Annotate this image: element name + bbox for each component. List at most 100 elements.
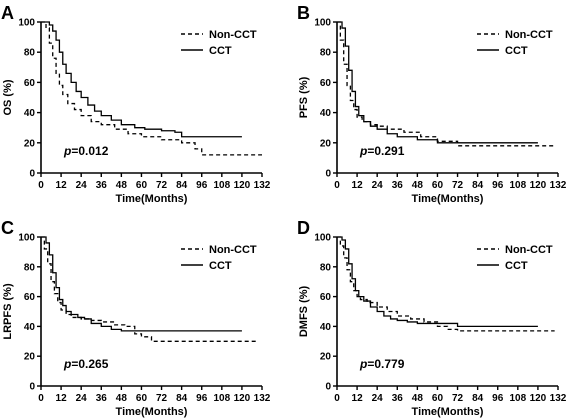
panel-d-y-tick-label: 100 xyxy=(314,233,331,244)
panel-b-series-cct xyxy=(337,21,538,144)
panel-c-y-tick-label: 100 xyxy=(18,233,35,244)
panel-a-x-axis-title: Time(Months) xyxy=(116,193,188,205)
panel-b-y-axis-title: PFS (%) xyxy=(298,76,310,118)
panel-c-legend-label-non-cct: Non-CCT xyxy=(209,244,257,256)
panel-b-x-tick-label: 12 xyxy=(352,180,364,191)
panel-b-legend-label-non-cct: Non-CCT xyxy=(505,29,553,41)
panel-a-series-cct xyxy=(41,21,242,138)
panel-b: B 0 20 40 60 80 100 0 12 24 36 48 60 72 84 96 108 120 132 T… xyxy=(297,3,567,205)
panel-c-letter: C xyxy=(1,218,14,238)
panel-c: C 0 20 40 60 80 100 0 12 24 36 48 60 72 84 96 108 120 132 T… xyxy=(1,218,271,418)
panel-a-y-tick-label: 80 xyxy=(24,48,36,59)
panel-b-x-tick-label: 120 xyxy=(530,180,547,191)
panel-d-y-tick-label: 40 xyxy=(320,322,332,333)
panel-a-series-non-cct xyxy=(41,21,262,156)
panel-b-x-tick-label: 36 xyxy=(392,180,404,191)
panel-b-legend-label-cct: CCT xyxy=(505,45,528,57)
panel-a-y-tick-label: 40 xyxy=(24,108,36,119)
panel-a-x-tick-label: 48 xyxy=(116,180,128,191)
panel-c-y-tick-label: 60 xyxy=(24,292,36,303)
panel-b-x-tick-label: 96 xyxy=(492,180,504,191)
panel-b-y-tick-label: 20 xyxy=(320,138,332,149)
panel-a-y-tick-label: 0 xyxy=(29,169,35,180)
panel-a-x-tick-label: 84 xyxy=(176,180,188,191)
panel-d-x-tick-label: 132 xyxy=(550,393,567,404)
panel-a-x-tick-label: 12 xyxy=(56,180,68,191)
panel-d-x-tick-label: 120 xyxy=(530,393,547,404)
panel-d-legend-label-non-cct: Non-CCT xyxy=(505,244,553,256)
panel-b-x-tick-label: 108 xyxy=(509,180,526,191)
panel-a-legend-label-cct: CCT xyxy=(209,45,232,57)
panel-a-y-tick-label: 20 xyxy=(24,138,36,149)
panel-d-y-tick-label: 20 xyxy=(320,352,332,363)
panel-c-x-tick-label: 24 xyxy=(76,393,88,404)
panel-d-y-axis-title: DMFS (%) xyxy=(298,286,310,338)
panel-b-x-tick-label: 132 xyxy=(550,180,567,191)
panel-d-x-tick-label: 72 xyxy=(452,393,464,404)
panel-b-x-tick-label: 72 xyxy=(452,180,464,191)
panel-c-series-non-cct xyxy=(41,236,259,342)
panel-a-x-tick-label: 0 xyxy=(38,180,44,191)
panel-b-x-tick-label: 48 xyxy=(412,180,424,191)
panel-c-x-tick-label: 0 xyxy=(38,393,44,404)
panel-c-x-tick-label: 84 xyxy=(176,393,188,404)
panel-d-x-tick-label: 108 xyxy=(509,393,526,404)
panel-c-series-cct xyxy=(41,236,242,332)
panel-c-p-value: p=0.265 xyxy=(63,357,109,371)
panel-a-x-tick-label: 132 xyxy=(254,180,271,191)
panel-d-x-tick-label: 24 xyxy=(372,393,384,404)
panel-d-x-tick-label: 60 xyxy=(432,393,444,404)
panel-b-y-tick-label: 100 xyxy=(314,18,331,29)
panel-a: A 0 20 40 60 80 100 0 12 24 36 48 60 72 84 96 108 120 132 T… xyxy=(1,3,271,205)
panel-a-y-tick-label: 60 xyxy=(24,78,36,89)
panel-a-x-tick-label: 24 xyxy=(76,180,88,191)
panel-d-legend-label-cct: CCT xyxy=(505,260,528,272)
panel-b-x-tick-label: 24 xyxy=(372,180,384,191)
panel-c-x-tick-label: 60 xyxy=(136,393,148,404)
panel-c-x-tick-label: 72 xyxy=(156,393,168,404)
panel-d-x-tick-label: 36 xyxy=(392,393,404,404)
panel-a-x-tick-label: 96 xyxy=(196,180,208,191)
panel-d-y-tick-label: 60 xyxy=(320,292,332,303)
panel-c-x-tick-label: 36 xyxy=(96,393,108,404)
panel-d-x-tick-label: 48 xyxy=(412,393,424,404)
panel-d-y-tick-label: 0 xyxy=(325,382,331,393)
panel-b-x-tick-label: 84 xyxy=(472,180,484,191)
panel-b-x-tick-label: 0 xyxy=(334,180,340,191)
panel-b-x-tick-label: 60 xyxy=(432,180,444,191)
panel-d-y-tick-label: 80 xyxy=(320,262,332,273)
panel-b-y-tick-label: 60 xyxy=(320,78,332,89)
panel-a-x-tick-label: 120 xyxy=(234,180,251,191)
panel-b-y-tick-label: 80 xyxy=(320,48,332,59)
panel-b-p-value: p=0.291 xyxy=(359,144,405,158)
panel-d-x-tick-label: 96 xyxy=(492,393,504,404)
panel-b-y-tick-label: 0 xyxy=(325,169,331,180)
panel-d-x-tick-label: 12 xyxy=(352,393,364,404)
panel-c-y-tick-label: 0 xyxy=(29,382,35,393)
panel-b-y-tick-label: 40 xyxy=(320,108,332,119)
panel-a-letter: A xyxy=(1,3,14,23)
panel-a-y-tick-label: 100 xyxy=(18,18,35,29)
panel-a-x-tick-label: 36 xyxy=(96,180,108,191)
panel-d: D 0 20 40 60 80 100 0 12 24 36 48 60 72 84 96 108 120 132 T… xyxy=(297,218,567,418)
panel-c-y-tick-label: 20 xyxy=(24,352,36,363)
panel-b-x-axis-title: Time(Months) xyxy=(412,193,484,205)
panel-d-series-cct xyxy=(337,236,538,328)
panel-c-legend-label-cct: CCT xyxy=(209,260,232,272)
panel-c-y-tick-label: 80 xyxy=(24,262,36,273)
panel-d-x-axis-title: Time(Months) xyxy=(412,406,484,418)
panel-a-x-tick-label: 108 xyxy=(213,180,230,191)
panel-a-p-value: p=0.012 xyxy=(63,144,109,158)
panel-d-series-non-cct xyxy=(337,236,555,332)
panel-b-letter: B xyxy=(297,3,310,23)
panel-c-x-tick-label: 96 xyxy=(196,393,208,404)
panel-c-y-tick-label: 40 xyxy=(24,322,36,333)
panel-d-x-tick-label: 0 xyxy=(334,393,340,404)
panel-a-legend-label-non-cct: Non-CCT xyxy=(209,29,257,41)
panel-c-x-tick-label: 108 xyxy=(213,393,230,404)
panel-c-x-axis-title: Time(Months) xyxy=(116,406,188,418)
panel-c-x-tick-label: 120 xyxy=(234,393,251,404)
panel-d-letter: D xyxy=(297,218,310,238)
panel-a-y-axis-title: OS (%) xyxy=(2,79,14,115)
